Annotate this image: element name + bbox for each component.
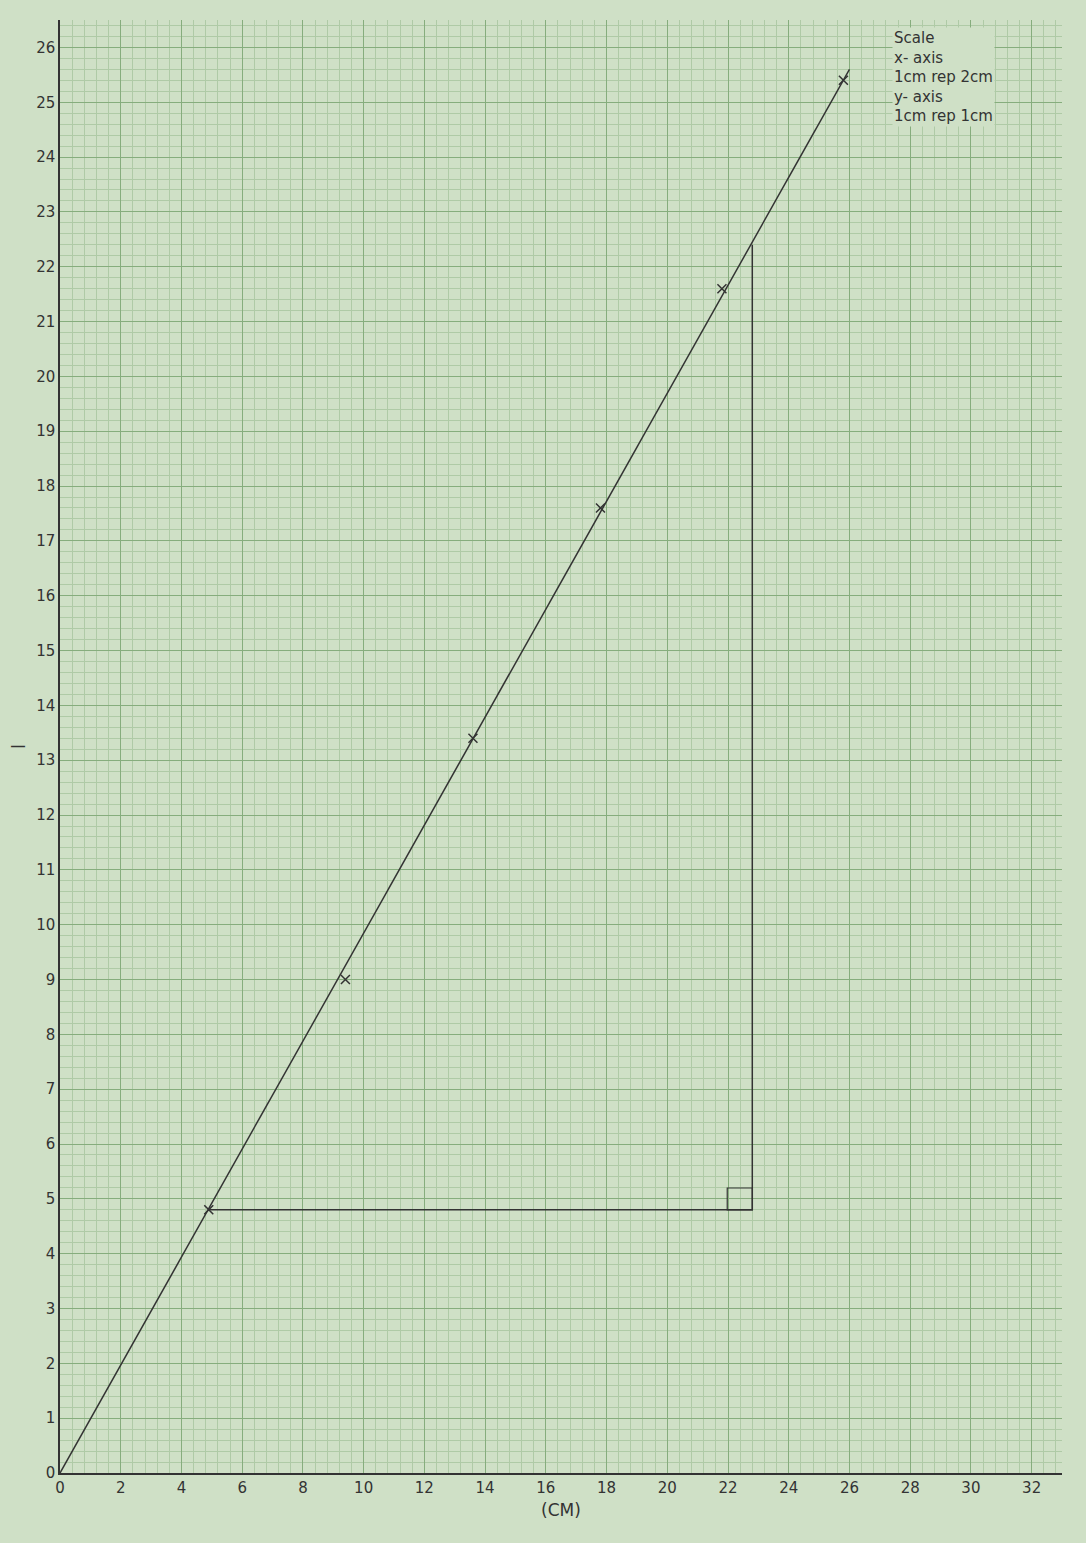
svg-text:28: 28 xyxy=(901,1479,920,1497)
svg-text:32: 32 xyxy=(1022,1479,1041,1497)
svg-text:15: 15 xyxy=(36,642,55,660)
svg-text:3: 3 xyxy=(46,1300,56,1318)
svg-text:16: 16 xyxy=(536,1479,555,1497)
svg-text:9: 9 xyxy=(46,971,56,989)
svg-text:5: 5 xyxy=(46,1190,56,1208)
svg-text:17: 17 xyxy=(36,532,55,550)
svg-text:13: 13 xyxy=(36,751,55,769)
svg-text:19: 19 xyxy=(36,422,55,440)
svg-text:(CM): (CM) xyxy=(541,1500,581,1520)
svg-text:30: 30 xyxy=(961,1479,980,1497)
svg-text:25: 25 xyxy=(36,94,55,112)
svg-text:0: 0 xyxy=(55,1479,65,1497)
svg-text:20: 20 xyxy=(658,1479,677,1497)
svg-text:14: 14 xyxy=(476,1479,495,1497)
svg-text:14: 14 xyxy=(36,697,55,715)
svg-text:1: 1 xyxy=(46,1409,56,1427)
svg-text:6: 6 xyxy=(237,1479,247,1497)
svg-text:4: 4 xyxy=(177,1479,187,1497)
svg-text:21: 21 xyxy=(36,313,55,331)
svg-text:12: 12 xyxy=(36,806,55,824)
svg-text:23: 23 xyxy=(36,203,55,221)
svg-text:10: 10 xyxy=(36,916,55,934)
svg-text:24: 24 xyxy=(779,1479,798,1497)
svg-text:22: 22 xyxy=(36,258,55,276)
svg-text:24: 24 xyxy=(36,148,55,166)
svg-text:7: 7 xyxy=(46,1080,56,1098)
svg-text:Scalex- axis1cm rep 2cmy- axis: Scalex- axis1cm rep 2cmy- axis1cm rep 1c… xyxy=(894,29,993,125)
svg-text:11: 11 xyxy=(36,861,55,879)
svg-text:20: 20 xyxy=(36,368,55,386)
svg-text:12: 12 xyxy=(415,1479,434,1497)
svg-text:8: 8 xyxy=(46,1026,56,1044)
svg-text:0: 0 xyxy=(46,1464,56,1482)
svg-text:10: 10 xyxy=(354,1479,373,1497)
svg-text:18: 18 xyxy=(597,1479,616,1497)
svg-text:8: 8 xyxy=(298,1479,308,1497)
svg-text:l: l xyxy=(8,744,29,749)
svg-text:2: 2 xyxy=(46,1355,56,1373)
svg-text:26: 26 xyxy=(36,39,55,57)
svg-text:2: 2 xyxy=(116,1479,126,1497)
svg-text:6: 6 xyxy=(46,1135,56,1153)
svg-text:26: 26 xyxy=(840,1479,859,1497)
svg-text:16: 16 xyxy=(36,587,55,605)
svg-text:22: 22 xyxy=(718,1479,737,1497)
svg-text:18: 18 xyxy=(36,477,55,495)
svg-text:4: 4 xyxy=(46,1245,56,1263)
